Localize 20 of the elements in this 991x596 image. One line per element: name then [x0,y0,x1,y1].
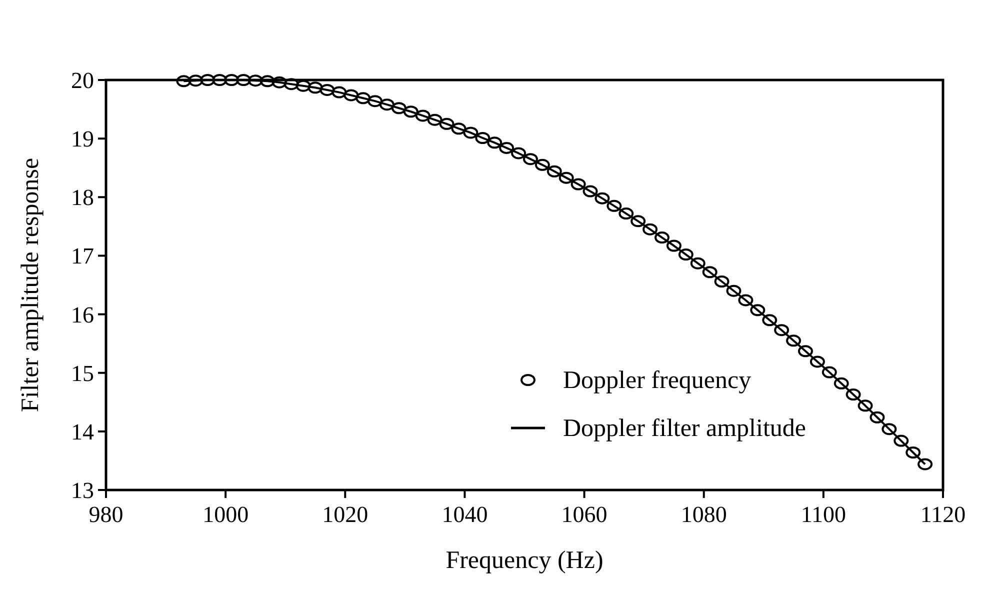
x-tick-label: 1000 [202,502,249,527]
x-tick-label: 1100 [800,502,846,527]
x-tick-label: 980 [88,502,124,527]
x-tick-label: 1060 [561,502,608,527]
y-tick-label: 14 [71,419,94,444]
x-tick-label: 1120 [920,502,966,527]
legend-label: Doppler frequency [563,367,752,394]
y-tick-label: 17 [71,244,94,269]
x-tick-label: 1080 [680,502,727,527]
y-tick-label: 13 [71,478,94,503]
y-tick-label: 15 [71,360,94,386]
x-tick-label: 1020 [322,502,368,527]
y-tick-label: 16 [71,302,94,328]
y-tick-label: 18 [71,185,94,210]
x-axis-title: Frequency (Hz) [446,547,604,574]
y-tick-label: 20 [71,68,94,93]
y-tick-label: 19 [71,126,94,152]
x-tick-label: 1040 [442,502,488,527]
legend-label: Doppler filter amplitude [563,415,806,442]
y-axis-title: Filter amplitude response [17,158,44,412]
